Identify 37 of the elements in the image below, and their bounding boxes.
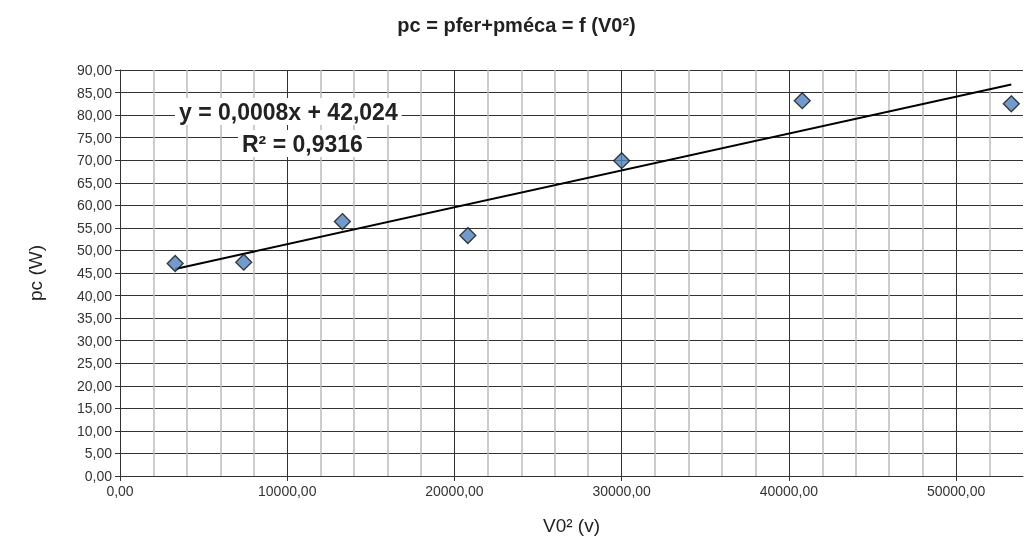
y-tick-label: 90,00	[76, 62, 113, 78]
point	[613, 152, 631, 170]
x-axis-title: V0² (v)	[543, 515, 600, 536]
point	[793, 92, 811, 110]
x-tick-label: 10000,00	[258, 483, 317, 499]
annotation: y = 0,0008x + 42,024	[179, 98, 398, 125]
y-tick-label: 5,00	[84, 445, 113, 462]
y-axis-title: pc (W)	[25, 245, 46, 301]
y-tick-label: 10,00	[76, 422, 113, 439]
point	[166, 254, 184, 273]
y-tick-label: 75,00	[76, 129, 113, 146]
x-tick-label: 40000,00	[759, 483, 819, 499]
y-tick-label: 30,00	[76, 332, 113, 349]
y-tick-label: 35,00	[76, 310, 113, 327]
point	[333, 212, 352, 231]
annotation: R² = 0,9316	[242, 130, 363, 157]
y-tick-label: 50,00	[76, 242, 113, 259]
y-tick-label: 55,00	[76, 219, 113, 236]
y-tick-label: 60,00	[76, 197, 113, 214]
y-tick-label: 45,00	[76, 265, 113, 281]
y-tick-label: 0,00	[84, 468, 113, 484]
x-tick-label: 0,00	[106, 483, 134, 499]
point	[1002, 95, 1020, 113]
chart-title: pc = pfer+pméca = f (V0²)	[397, 14, 636, 36]
x-tick-label: 50000,00	[926, 483, 986, 499]
y-tick-label: 15,00	[76, 400, 113, 417]
y-tick-label: 40,00	[76, 287, 113, 304]
y-tick-label: 85,00	[76, 84, 113, 101]
point	[459, 226, 477, 245]
y-tick-label: 25,00	[76, 355, 113, 372]
x-tick-label: 30000,00	[592, 483, 652, 499]
y-tick-label: 65,00	[76, 174, 113, 191]
point	[235, 253, 253, 271]
x-tick-label: 20000,00	[425, 483, 484, 499]
y-tick-label: 20,00	[76, 377, 113, 394]
y-tick-label: 70,00	[76, 152, 113, 169]
y-tick-label: 80,00	[76, 107, 113, 124]
